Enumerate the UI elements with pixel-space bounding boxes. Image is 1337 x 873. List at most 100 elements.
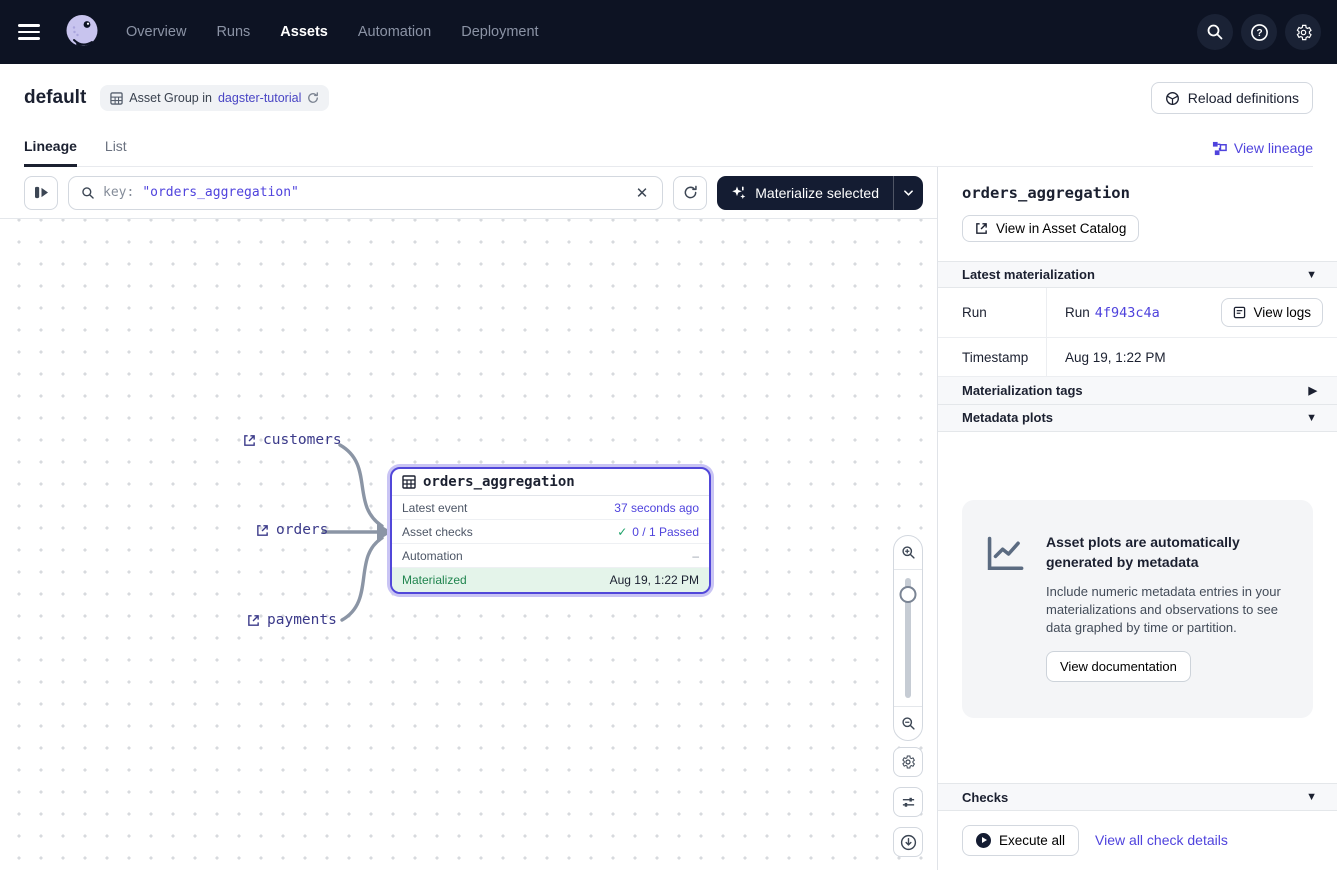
section-heading: Metadata plots [962, 410, 1054, 426]
tab-list[interactable]: List [104, 138, 127, 154]
chevron-down-icon: ▼ [1306, 411, 1317, 424]
upstream-asset-payments[interactable]: payments [247, 612, 337, 628]
lineage-canvas[interactable]: customers orders payments orders_aggrega… [0, 219, 937, 870]
view-documentation-button[interactable]: View documentation [1046, 651, 1191, 683]
badge-repo-link[interactable]: dagster-tutorial [217, 91, 302, 105]
graph-filters-button[interactable] [893, 787, 923, 817]
asset-plots-card: Asset plots are automatically generated … [962, 500, 1313, 719]
zoom-slider[interactable] [894, 570, 922, 706]
expand-sidebar-button[interactable] [24, 175, 58, 210]
view-lineage-link[interactable]: View lineage [1212, 140, 1313, 166]
external-link-icon [248, 614, 259, 626]
section-checks[interactable]: Checks ▼ [938, 783, 1337, 811]
nav-item-overview[interactable]: Overview [126, 24, 187, 40]
search-query-prefix: key: [103, 185, 135, 200]
gear-icon[interactable] [1285, 14, 1321, 50]
materialize-label: Materialize selected [755, 184, 879, 201]
dagster-logo-icon[interactable] [60, 10, 104, 54]
view-all-check-details-link[interactable]: View all check details [1095, 832, 1228, 849]
node-row-value: 0 / 1 Passed [632, 524, 699, 539]
node-row-value: – [692, 548, 699, 563]
panel-asset-title: orders_aggregation [962, 184, 1130, 202]
nav-item-assets[interactable]: Assets [280, 24, 328, 40]
execute-all-label: Execute all [999, 832, 1066, 848]
view-lineage-label: View lineage [1233, 140, 1313, 156]
reload-definitions-button[interactable]: Reload definitions [1150, 82, 1313, 114]
line-chart-icon [987, 536, 1024, 571]
panel-toggle-icon [34, 186, 48, 199]
search-input[interactable]: key: "orders_aggregation" ✕ [68, 175, 664, 210]
section-materialization-tags[interactable]: Materialization tags ▶ [938, 377, 1337, 405]
download-circle-icon [900, 834, 916, 850]
zoom-controls [893, 535, 923, 741]
view-in-asset-catalog-button[interactable]: View in Asset Catalog [962, 215, 1140, 242]
upstream-asset-label: customers [263, 432, 342, 448]
nav-item-runs[interactable]: Runs [216, 24, 251, 40]
lineage-edges [322, 443, 392, 622]
badge-label: Asset Group in [129, 91, 212, 105]
view-logs-button[interactable]: View logs [1221, 298, 1323, 328]
asset-node-orders-aggregation[interactable]: orders_aggregation Latest event 37 secon… [390, 467, 711, 594]
sliders-icon [902, 797, 914, 807]
view-in-asset-catalog-label: View in Asset Catalog [996, 220, 1127, 236]
asset-group-badge: Asset Group in dagster-tutorial [100, 85, 330, 111]
section-metadata-plots[interactable]: Metadata plots ▼ [938, 404, 1337, 433]
node-row-asset-checks: Asset checks ✓ 0 / 1 Passed [392, 520, 709, 544]
page-title: default [24, 87, 87, 108]
plots-card-body: Include numeric metadata entries in your… [1046, 583, 1281, 636]
refresh-graph-button[interactable] [673, 175, 708, 210]
upstream-asset-label: orders [276, 522, 329, 538]
help-icon[interactable]: ? [1241, 14, 1277, 50]
node-row-label: Asset checks [402, 524, 473, 539]
execute-all-button[interactable]: Execute all [962, 824, 1080, 856]
upstream-asset-orders[interactable]: orders [256, 522, 328, 538]
lineage-toolbar: key: "orders_aggregation" ✕ Materialize s… [0, 167, 937, 219]
materialize-dropdown-button[interactable] [893, 175, 923, 210]
chevron-down-icon [904, 189, 913, 196]
run-id-link[interactable]: 4f943c4a [1094, 304, 1160, 321]
download-image-button[interactable] [893, 827, 923, 857]
search-icon[interactable] [1197, 14, 1233, 50]
asset-node-title: orders_aggregation [423, 474, 575, 490]
search-query-value: "orders_aggregation" [142, 185, 299, 200]
external-link-icon [976, 223, 987, 234]
grid-icon [110, 91, 124, 105]
materialize-selected-button[interactable]: Materialize selected [717, 175, 923, 210]
node-row-latest-event: Latest event 37 seconds ago [392, 496, 709, 520]
run-value-prefix: Run [1065, 305, 1090, 321]
play-icon [976, 832, 991, 848]
lineage-graph-icon [1212, 141, 1227, 155]
section-latest-materialization[interactable]: Latest materialization ▼ [938, 260, 1337, 289]
node-row-label: Materialized [402, 573, 467, 587]
top-nav: Overview Runs Assets Automation Deployme… [0, 0, 1337, 64]
tabs-row: Lineage List View lineage [24, 130, 1313, 167]
logs-icon [1234, 306, 1246, 319]
nav-item-deployment[interactable]: Deployment [461, 24, 539, 40]
external-link-icon [244, 434, 255, 446]
node-row-value: 37 seconds ago [614, 500, 699, 515]
node-row-label: Latest event [402, 500, 468, 515]
nav-item-automation[interactable]: Automation [357, 24, 432, 40]
tab-lineage[interactable]: Lineage [24, 130, 77, 167]
reload-definitions-label: Reload definitions [1187, 90, 1299, 106]
node-row-materialized: Materialized Aug 19, 1:22 PM [392, 568, 709, 592]
svg-text:?: ? [1256, 28, 1262, 39]
zoom-slider-track[interactable] [905, 578, 911, 698]
sparkle-icon [732, 186, 746, 199]
table-icon [402, 475, 416, 489]
page-header: default Asset Group in dagster-tutorial … [0, 64, 1337, 167]
zoom-in-button[interactable] [894, 536, 922, 570]
asset-detail-panel: orders_aggregation View in Asset Catalog… [937, 167, 1337, 870]
clear-search-icon[interactable]: ✕ [635, 184, 649, 202]
gear-icon [902, 755, 915, 769]
zoom-slider-handle[interactable] [899, 586, 917, 603]
view-logs-label: View logs [1253, 305, 1311, 321]
upstream-asset-customers[interactable]: customers [243, 432, 342, 448]
chevron-down-icon: ▼ [1306, 791, 1317, 804]
refresh-icon[interactable] [307, 92, 319, 104]
zoom-out-button[interactable] [894, 706, 922, 740]
section-heading: Materialization tags [962, 382, 1083, 398]
hamburger-menu-icon[interactable] [18, 18, 46, 46]
check-success-icon: ✓ [617, 524, 628, 539]
graph-settings-button[interactable] [893, 747, 923, 777]
